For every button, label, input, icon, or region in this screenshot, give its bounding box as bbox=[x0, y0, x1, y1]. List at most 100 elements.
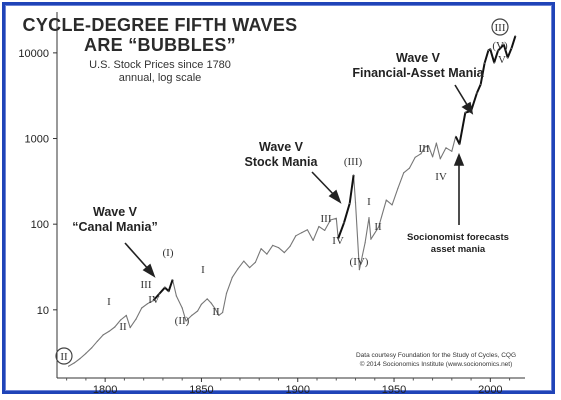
data-point bbox=[424, 146, 426, 148]
data-point bbox=[249, 267, 251, 269]
data-point bbox=[108, 330, 110, 332]
data-point bbox=[185, 320, 187, 322]
data-point bbox=[353, 174, 355, 176]
ann-financial-1: Wave V bbox=[396, 51, 441, 65]
data-point bbox=[414, 156, 416, 158]
data-point bbox=[218, 314, 220, 316]
data-point bbox=[458, 143, 461, 145]
data-point bbox=[385, 199, 387, 201]
data-point bbox=[432, 156, 434, 158]
data-point bbox=[73, 362, 75, 364]
wave-label: I bbox=[107, 296, 111, 308]
wave-label: (V) bbox=[492, 40, 508, 52]
data-point bbox=[206, 298, 208, 300]
ann-stock-1: Wave V bbox=[259, 140, 304, 154]
wave-label: III bbox=[495, 22, 506, 34]
data-point bbox=[337, 237, 339, 240]
wave-label: I bbox=[201, 264, 205, 276]
ann-canal-1: Wave V bbox=[93, 205, 138, 219]
chart-subtitle: U.S. Stock Prices since 1780 bbox=[89, 59, 231, 71]
data-point bbox=[141, 307, 143, 309]
x-tick-label: 1800 bbox=[93, 384, 117, 396]
wave-label: (IV) bbox=[350, 256, 369, 268]
series-line-emphasis bbox=[454, 35, 517, 146]
data-point bbox=[439, 158, 441, 160]
data-point bbox=[484, 62, 486, 64]
x-tick-label: 1950 bbox=[382, 384, 406, 396]
data-point bbox=[510, 47, 513, 49]
chart-title-line2: ARE “BUBBLES” bbox=[84, 35, 236, 55]
data-point bbox=[324, 229, 326, 231]
wave-label: II bbox=[119, 321, 127, 333]
data-point bbox=[85, 352, 87, 354]
data-point bbox=[301, 232, 303, 234]
data-point bbox=[158, 293, 160, 295]
data-point bbox=[102, 334, 104, 336]
data-point bbox=[403, 172, 405, 174]
data-point bbox=[354, 202, 357, 204]
data-point bbox=[237, 268, 239, 270]
credit-line-2: © 2014 Socionomics Institute (www.socion… bbox=[360, 360, 513, 368]
data-point bbox=[428, 145, 430, 147]
data-point bbox=[289, 245, 291, 247]
wave-label: (II) bbox=[175, 315, 190, 327]
y-tick-label: 1000 bbox=[25, 134, 49, 146]
wave-label: II bbox=[374, 221, 382, 233]
arrow-canal-head bbox=[142, 263, 156, 278]
data-point bbox=[191, 314, 193, 316]
wave-label: III bbox=[419, 143, 430, 155]
wave-label: III bbox=[321, 213, 332, 225]
wave-label: V bbox=[498, 54, 506, 66]
data-point bbox=[349, 202, 351, 204]
data-point bbox=[507, 57, 509, 59]
data-point bbox=[164, 287, 166, 289]
data-point bbox=[260, 248, 262, 250]
wave-label: (I) bbox=[163, 247, 174, 259]
circle-ii bbox=[55, 347, 73, 365]
data-point bbox=[283, 252, 285, 254]
chart-frame bbox=[2, 2, 555, 394]
data-point bbox=[129, 327, 131, 329]
data-point bbox=[364, 242, 366, 244]
data-point bbox=[243, 260, 245, 262]
arrow-canal bbox=[124, 242, 151, 272]
wave-label: I bbox=[367, 196, 371, 208]
ann-socionomist-1: Socionomist forecasts bbox=[407, 232, 509, 243]
data-point bbox=[445, 147, 447, 149]
chart-title: CYCLE-DEGREE FIFTH WAVES bbox=[23, 15, 298, 35]
arrow-socionomist-head bbox=[453, 152, 465, 166]
arrow-financial-head bbox=[461, 101, 474, 115]
data-point bbox=[266, 253, 268, 255]
arrow-stock-head bbox=[328, 189, 342, 204]
arrow-stock bbox=[311, 171, 337, 198]
data-point bbox=[493, 62, 495, 64]
data-point bbox=[435, 142, 437, 144]
data-point bbox=[114, 326, 116, 328]
ann-stock-2: Stock Mania bbox=[245, 155, 319, 169]
credit-line-1: Data courtesy Foundation for the Study o… bbox=[356, 352, 516, 359]
data-point bbox=[79, 357, 81, 360]
y-tick-label: 10 bbox=[37, 305, 49, 317]
wave-label: IV bbox=[148, 294, 160, 306]
wave-label: (III) bbox=[344, 156, 363, 168]
data-point bbox=[497, 50, 499, 52]
data-point bbox=[135, 318, 137, 320]
data-point bbox=[480, 83, 482, 85]
data-point bbox=[487, 49, 489, 52]
series-group bbox=[68, 35, 517, 367]
ann-canal-2: “Canal Mania” bbox=[72, 220, 157, 234]
data-point bbox=[378, 226, 380, 228]
x-ticks: 1800 1850 1900 1950 2000 bbox=[66, 378, 511, 396]
data-point bbox=[476, 92, 478, 94]
circle-iii bbox=[491, 18, 509, 36]
data-point bbox=[318, 225, 320, 228]
data-point bbox=[397, 187, 399, 189]
data-point bbox=[343, 222, 345, 224]
y-ticks: 10 100 1000 10000 bbox=[18, 48, 57, 317]
data-point bbox=[451, 150, 453, 152]
wave-labels: II I II III IV (I) (II) I II III IV (III… bbox=[60, 22, 508, 363]
data-point bbox=[231, 276, 233, 278]
data-point bbox=[420, 153, 422, 155]
data-point bbox=[503, 44, 505, 46]
